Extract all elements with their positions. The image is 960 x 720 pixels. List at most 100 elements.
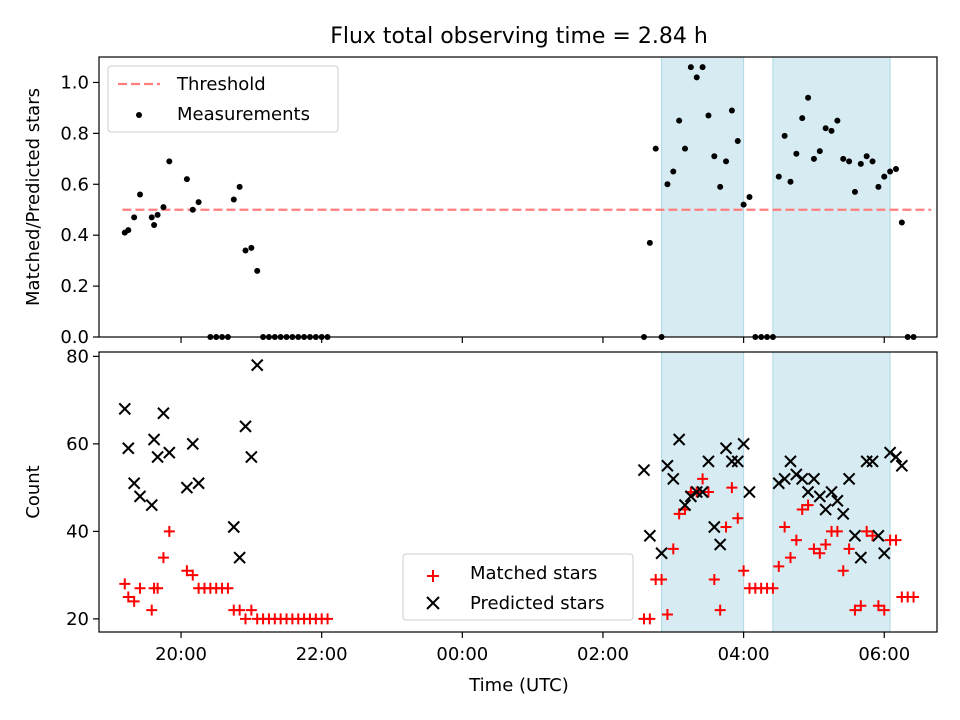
predicted-star-point [872,529,885,542]
matched-star-point [122,591,134,603]
matched-star-point [808,543,820,555]
bottom-y-axis-label: Count [23,465,44,518]
predicted-star-point [251,358,264,372]
measurement-point [875,183,882,190]
matched-star-point [867,530,879,542]
predicted-star-point [772,477,785,490]
chart-title: Flux total observing time = 2.84 h [330,24,708,49]
measurement-point [822,125,829,132]
predicted-star-point [684,490,698,503]
matched-star-point [697,473,709,485]
top-legend: Threshold Measurements [107,65,339,133]
predicted-star-point [848,529,862,542]
matched-star-point [222,582,234,594]
measurement-point [711,153,718,160]
y-tick-label: 60 [66,434,89,455]
predicted-star-point [825,485,838,499]
x-tick-label: 00:00 [436,644,488,665]
x-tick-label: 06:00 [858,644,910,665]
predicted-star-point [192,477,205,490]
predicted-star-point [696,485,709,499]
predicted-star-point [186,437,199,451]
measurement-point [728,107,735,114]
measurement-point [189,206,196,213]
matched-star-point [661,609,673,620]
matched-star-point [820,539,832,550]
predicted-star-point [866,455,879,468]
measurement-point [781,132,788,139]
bottom-legend: Matched stars Predicted stars [402,553,634,621]
predicted-star-point [743,485,756,499]
predicted-star-point [819,503,832,516]
top-y-axis-label: Matched/Predicted stars [23,88,44,306]
matched-star-point [837,565,849,577]
measurement-point [746,194,753,200]
top-y-tick-label: 0.2 [60,276,89,297]
matched-star-point [245,604,257,616]
matched-star-point [163,525,175,537]
predicted-star-point [245,450,258,464]
matched-star-point [119,578,131,590]
measurement-point [166,158,173,165]
matched-star-point [708,574,720,585]
predicted-star-point [678,498,692,512]
measurement-point [652,145,659,152]
bottom-panel: 20:00 22:00 00:00 02:00 04:00 06:00 20 40 60 80 C… [23,346,938,696]
measurement-point [183,176,190,183]
predicted-star-point [713,538,727,551]
measurement-point [699,64,706,71]
shaded-interval [661,56,745,338]
matched-star-point [157,552,169,564]
measurement-point [131,214,138,221]
bottom-axis-ticks: 20:00 22:00 00:00 02:00 04:00 06:00 20 40 60 80 [66,346,910,665]
measurement-point [646,239,653,246]
measurement-point [740,201,747,208]
x-tick-label: 02:00 [577,644,629,665]
matched-star-point [656,574,668,585]
predicted-star-point [118,402,131,416]
predicted-star-point [643,529,657,542]
legend-matched-swatch [427,570,439,582]
predicted-star-point [801,485,815,499]
predicted-star-point [878,547,891,560]
matched-star-point [714,604,726,616]
measurement-point [828,127,835,134]
predicted-star-point [147,433,161,446]
matched-star-point [878,604,890,616]
measurement-point [148,214,155,221]
matched-star-point [831,525,843,537]
measurement-point [887,168,894,175]
top-y-tick-label: 0.8 [60,123,89,144]
top-shaded-intervals [661,56,891,338]
predicted-star-point [813,490,827,503]
measurement-point [687,64,694,71]
measurement-point [834,117,841,124]
measurement-point [705,112,712,119]
matched-star-point [849,604,861,616]
measurement-point [846,158,853,165]
predicted-star-point [842,472,856,486]
predicted-star-point [227,520,240,534]
matched-star-point [187,569,199,581]
matched-star-point [146,604,158,616]
measurement-point [137,191,144,198]
y-tick-label: 20 [66,609,89,630]
matched-star-point [181,565,193,577]
matched-star-point [738,565,750,577]
matched-star-point [802,499,814,511]
matched-star-point [134,582,146,594]
top-panel-frame [98,56,938,338]
predicted-star-point [239,420,252,433]
measurement-point [881,173,888,180]
matched-star-point [796,504,808,515]
measurement-point [805,94,812,101]
matched-star-point [644,613,656,625]
matched-star-point [767,582,779,594]
matched-star-point [726,482,738,494]
predicted-star-point [127,477,141,490]
top-y-tick-label: 1.0 [60,72,89,93]
predicted-star-point [637,463,651,477]
predicted-star-point [883,446,897,459]
matched-star-point [872,600,884,612]
